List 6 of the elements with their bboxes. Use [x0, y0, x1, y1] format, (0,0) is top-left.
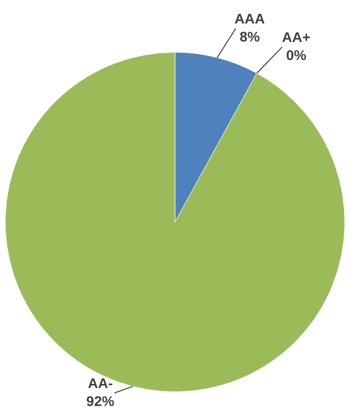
slice-label: AAA [234, 10, 265, 26]
slice-label: AA- [88, 374, 114, 391]
text: 0% [286, 46, 306, 63]
data-label: 92% [86, 392, 115, 409]
category-label: AA+ [282, 28, 310, 45]
data-label: 8% [240, 28, 260, 44]
